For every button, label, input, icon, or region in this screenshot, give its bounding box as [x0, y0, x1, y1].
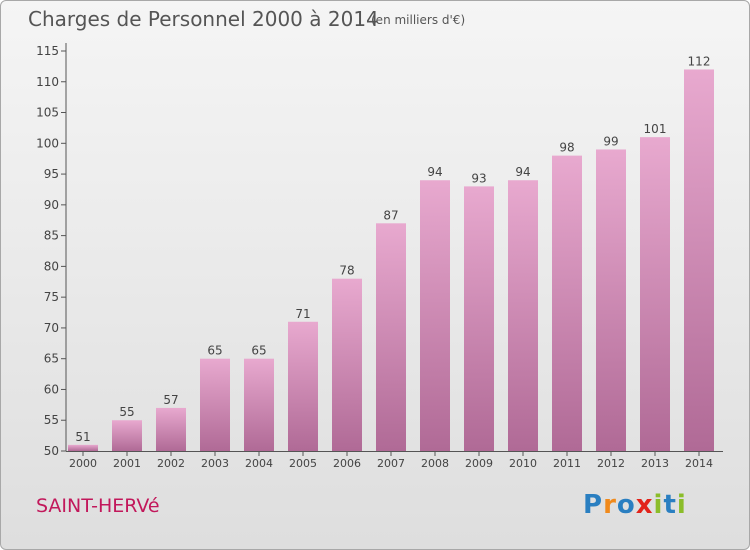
bar-2003 — [200, 358, 230, 451]
bar-2001 — [112, 420, 142, 451]
logo-letter: x — [635, 490, 654, 520]
data-label: 93 — [471, 171, 486, 185]
y-tick-label: 90 — [44, 198, 59, 212]
bar-2005 — [288, 321, 318, 451]
y-tick-label: 100 — [36, 136, 59, 150]
y-tick-label: 115 — [36, 44, 59, 58]
x-tick-label: 2010 — [509, 457, 537, 470]
x-tick-label: 2014 — [685, 457, 713, 470]
logo-letter: t — [663, 490, 677, 520]
bar-2007 — [376, 223, 406, 451]
y-tick-label: 95 — [44, 167, 59, 181]
bar-2011 — [552, 155, 582, 451]
x-tick-label: 2008 — [421, 457, 449, 470]
bar-2004 — [244, 358, 274, 451]
data-label: 112 — [688, 54, 711, 68]
bar-2008 — [420, 180, 450, 451]
bar-2006 — [332, 278, 362, 451]
data-label: 71 — [295, 307, 310, 321]
logo-letter: o — [616, 490, 636, 520]
x-tick-label: 2011 — [553, 457, 581, 470]
y-tick-label: 50 — [44, 444, 59, 458]
bar-2002 — [156, 407, 186, 451]
chart-subtitle: (en milliers d'€) — [371, 13, 466, 27]
logo-letter: i — [653, 490, 664, 520]
y-tick-label: 70 — [44, 321, 59, 335]
data-label: 94 — [427, 165, 442, 179]
data-label: 94 — [515, 165, 530, 179]
data-label: 101 — [644, 122, 667, 136]
bar-2010 — [508, 180, 538, 451]
commune-name: SAINT-HERVé — [36, 495, 160, 517]
logo-letter: P — [583, 490, 604, 520]
logo-letter: i — [676, 490, 687, 520]
bar-2014 — [684, 69, 714, 451]
x-tick-label: 2002 — [157, 457, 185, 470]
bar-2009 — [464, 186, 494, 451]
chart-title: Charges de Personnel 2000 à 2014 — [28, 7, 379, 31]
x-tick-label: 2003 — [201, 457, 229, 470]
x-tick-label: 2009 — [465, 457, 493, 470]
proxiti-logo: Proxiti — [583, 490, 687, 520]
data-label: 65 — [207, 344, 222, 358]
bar-2000 — [68, 444, 98, 451]
logo-letter: r — [603, 490, 617, 520]
data-label: 99 — [603, 134, 618, 148]
y-tick-label: 105 — [36, 106, 59, 120]
x-tick-label: 2005 — [289, 457, 317, 470]
data-label: 98 — [559, 141, 574, 155]
bar-2013 — [640, 137, 670, 451]
data-label: 87 — [383, 208, 398, 222]
y-tick-label: 60 — [44, 382, 59, 396]
y-tick-label: 110 — [36, 75, 59, 89]
x-tick-label: 2000 — [69, 457, 97, 470]
data-label: 65 — [251, 344, 266, 358]
x-tick-label: 2007 — [377, 457, 405, 470]
data-label: 78 — [339, 264, 354, 278]
y-tick-label: 80 — [44, 259, 59, 273]
y-tick-label: 65 — [44, 352, 59, 366]
data-label: 51 — [75, 430, 90, 444]
x-tick-label: 2013 — [641, 457, 669, 470]
bar-2012 — [596, 149, 626, 451]
x-tick-label: 2006 — [333, 457, 361, 470]
data-label: 55 — [119, 405, 134, 419]
x-tick-label: 2004 — [245, 457, 273, 470]
x-tick-label: 2012 — [597, 457, 625, 470]
data-label: 57 — [163, 393, 178, 407]
y-tick-label: 55 — [44, 413, 59, 427]
x-tick-label: 2001 — [113, 457, 141, 470]
y-tick-label: 75 — [44, 290, 59, 304]
y-tick-label: 85 — [44, 229, 59, 243]
